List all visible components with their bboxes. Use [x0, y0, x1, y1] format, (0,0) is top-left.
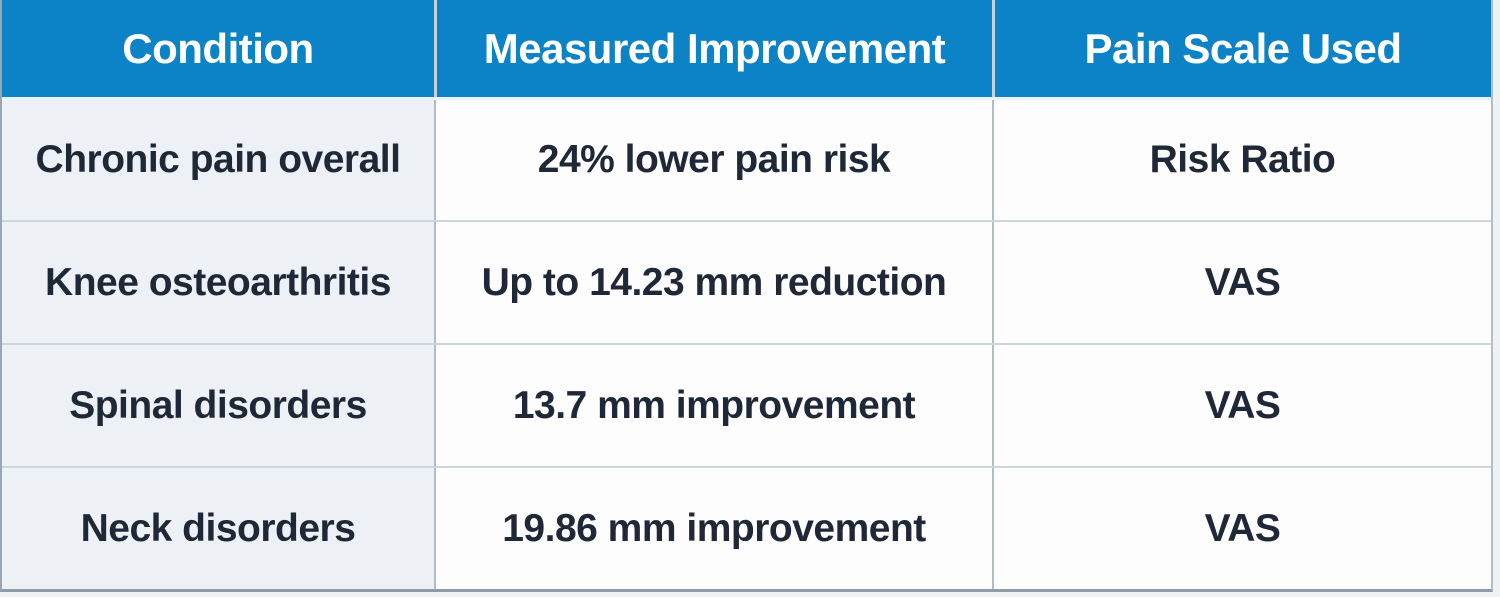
cell-pain-scale: VAS: [992, 345, 1491, 466]
column-header-measured-improvement: Measured Improvement: [434, 0, 992, 97]
cell-pain-scale: VAS: [992, 468, 1491, 589]
table-row-spinal-disorders: Spinal disorders 13.7 mm improvement VAS: [2, 343, 1491, 466]
column-header-condition: Condition: [2, 0, 434, 97]
cell-pain-scale: VAS: [992, 222, 1491, 343]
table-row-chronic-pain: Chronic pain overall 24% lower pain risk…: [2, 97, 1491, 220]
cell-condition: Knee osteoarthritis: [2, 222, 434, 343]
cell-improvement: Up to 14.23 mm reduction: [434, 222, 992, 343]
cell-improvement: 19.86 mm improvement: [434, 468, 992, 589]
cell-condition: Neck disorders: [2, 468, 434, 589]
table-header-row: Condition Measured Improvement Pain Scal…: [2, 0, 1491, 97]
cell-condition: Chronic pain overall: [2, 100, 434, 220]
column-header-pain-scale-used: Pain Scale Used: [992, 0, 1491, 97]
cell-improvement: 13.7 mm improvement: [434, 345, 992, 466]
cell-pain-scale: Risk Ratio: [992, 100, 1491, 220]
table-row-knee-osteoarthritis: Knee osteoarthritis Up to 14.23 mm reduc…: [2, 220, 1491, 343]
cell-condition: Spinal disorders: [2, 345, 434, 466]
table-row-neck-disorders: Neck disorders 19.86 mm improvement VAS: [2, 466, 1491, 589]
cell-improvement: 24% lower pain risk: [434, 100, 992, 220]
